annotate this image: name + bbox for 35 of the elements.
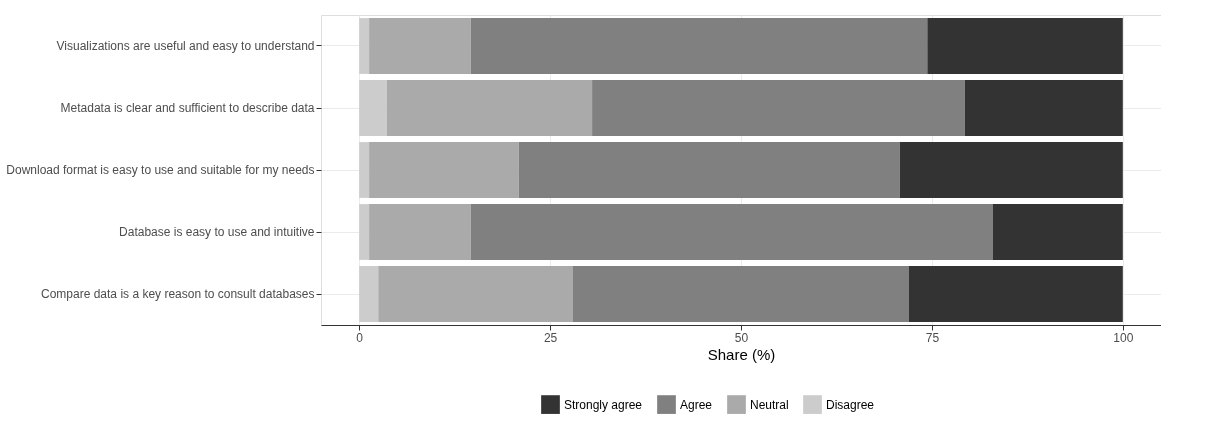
bar <box>993 204 1123 260</box>
bar <box>359 80 387 136</box>
bar <box>470 204 993 260</box>
bar <box>909 266 1123 322</box>
bar <box>573 266 909 322</box>
x-tick-label: 75 <box>925 330 940 345</box>
x-axis-title: Share (%) <box>707 345 776 363</box>
x-tick-label: 0 <box>356 330 364 345</box>
bar <box>359 18 370 74</box>
x-tick-label: 25 <box>543 330 558 345</box>
bar <box>592 80 965 136</box>
y-tick-label: Compare data is a key reason to consult databases <box>41 287 315 301</box>
bar <box>359 204 370 260</box>
y-tick-label: Metadata is clear and sufficient to describe data <box>60 101 315 115</box>
y-tick-label: Download format is easy to use and suitable for my needs <box>6 163 315 177</box>
legend-label: Disagree <box>826 397 875 412</box>
bar <box>899 142 1123 198</box>
legend-label: Neutral <box>750 397 789 412</box>
bar <box>359 142 370 198</box>
bar <box>470 18 928 74</box>
bar <box>369 18 471 74</box>
bar <box>369 204 471 260</box>
bar <box>927 18 1123 74</box>
x-tick-label: 50 <box>734 330 749 345</box>
legend-label: Strongly agree <box>564 397 643 412</box>
bar <box>964 80 1123 136</box>
bar <box>359 266 379 322</box>
y-tick-label: Visualizations are useful and easy to understand <box>56 39 315 53</box>
y-tick-label: Database is easy to use and intuitive <box>119 225 315 239</box>
bar <box>378 266 573 322</box>
bar <box>369 142 519 198</box>
bar <box>386 80 593 136</box>
x-tick-label: 100 <box>1113 330 1134 345</box>
bar <box>518 142 900 198</box>
legend-label: Agree <box>680 397 713 412</box>
